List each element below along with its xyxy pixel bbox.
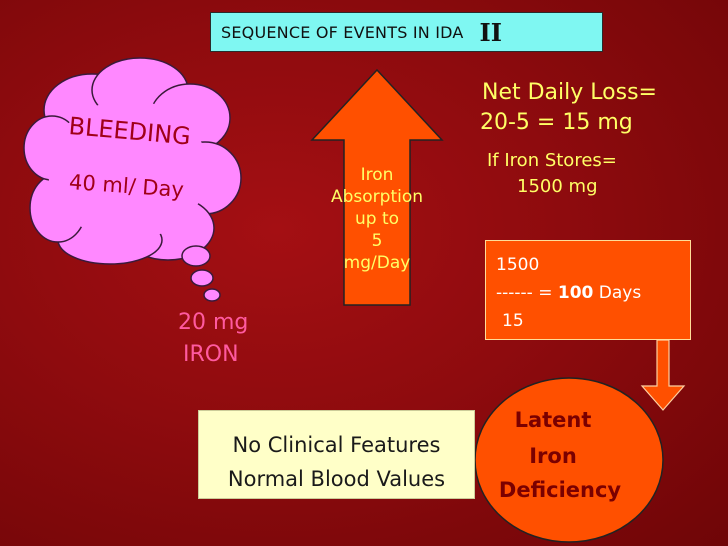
absorption-line: 5: [371, 231, 383, 251]
latent-line-2: Iron: [529, 444, 577, 468]
title-box: SEQUENCE OF EVENTS IN IDA II: [210, 12, 603, 52]
stores-value: 1500 mg: [517, 176, 598, 197]
features-line-2: Normal Blood Values: [227, 467, 446, 491]
absorption-line: up to: [354, 209, 400, 229]
latent-line-1: Latent: [514, 408, 592, 432]
net-loss-title: Net Daily Loss=: [482, 80, 657, 105]
calc-numerator: 1500: [496, 255, 540, 275]
calc-dashes: ------ =: [496, 283, 558, 303]
calculation-box: 1500 ------ = 100 Days 15: [485, 240, 691, 340]
down-arrow: [640, 339, 686, 411]
stores-title: If Iron Stores=: [487, 150, 617, 171]
absorption-line: Absorption: [330, 187, 424, 207]
absorption-line: mg/Day: [343, 253, 411, 273]
calc-result: 100: [557, 283, 594, 303]
latent-circle: [474, 377, 664, 543]
features-line-1: No Clinical Features: [232, 433, 441, 457]
iron-loss-label: IRON: [183, 342, 239, 367]
slide-title: SEQUENCE OF EVENTS IN IDA: [221, 22, 464, 42]
absorption-text: Iron Absorption up to 5 mg/Day: [314, 164, 440, 274]
latent-line-3: Deficiency: [498, 478, 622, 502]
iron-loss-amount: 20 mg: [178, 310, 249, 335]
calc-denominator: 15: [502, 311, 524, 331]
net-loss-value: 20-5 = 15 mg: [480, 110, 633, 135]
calc-line: ------ = 100 Days: [496, 283, 641, 303]
up-arrow: [310, 68, 444, 306]
clinical-features-box: No Clinical Features Normal Blood Values: [198, 410, 475, 499]
calc-unit: Days: [593, 283, 642, 303]
absorption-line: Iron: [360, 165, 394, 185]
slide-title-roman: II: [479, 17, 502, 47]
